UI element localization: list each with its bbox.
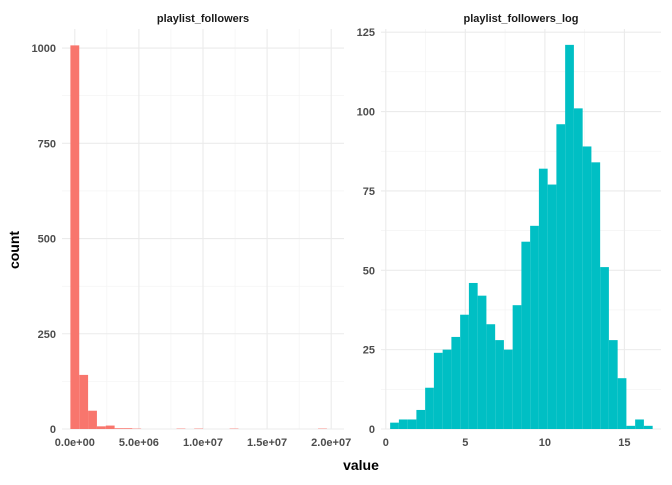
y-tick-label: 75: [363, 186, 375, 198]
histogram-bar: [443, 350, 452, 429]
histogram-bar: [97, 426, 106, 429]
y-tick-label: 0: [50, 424, 56, 436]
histogram-bar: [115, 428, 124, 429]
histogram-bar: [416, 410, 425, 429]
x-tick-label: 0: [383, 437, 389, 449]
panel-title: playlist_followers_log: [464, 13, 579, 25]
y-tick-label: 0: [369, 424, 375, 436]
histogram-bar: [583, 146, 592, 429]
histogram-bar: [626, 426, 635, 429]
histogram-bar: [88, 411, 97, 429]
x-tick-label: 10: [539, 437, 551, 449]
panel-playlist-followers-log: playlist_followers_log 0 25 50 75 100 125 0 5 10 1…: [357, 13, 661, 449]
histogram-bar: [513, 305, 522, 429]
x-tick-label: 2.0e+07: [311, 437, 351, 449]
histogram-bar: [521, 242, 530, 429]
histogram-bar: [460, 315, 469, 429]
panel-playlist-followers: playlist_followers 0 250 500 750 1000 0.0e+00 5…: [32, 13, 352, 449]
histogram-bar: [618, 378, 627, 429]
y-tick-label: 500: [38, 234, 56, 246]
panel-title: playlist_followers: [157, 13, 249, 25]
y-tick-label: 25: [363, 345, 375, 357]
histogram-bar: [609, 340, 618, 429]
histogram-bar: [451, 337, 460, 429]
x-axis-title: value: [343, 457, 379, 473]
histogram-bar: [425, 388, 434, 429]
histogram-bar: [70, 45, 79, 429]
histogram-bar: [79, 375, 88, 429]
histogram-bar: [478, 296, 487, 429]
histogram-bar: [539, 169, 548, 429]
histogram-bar: [548, 185, 557, 429]
histogram-bar: [434, 353, 443, 429]
y-tick-label: 125: [357, 27, 375, 39]
y-tick-label: 50: [363, 265, 375, 277]
histogram-bar: [644, 426, 653, 429]
histogram-bar: [556, 124, 565, 429]
y-tick-label: 750: [38, 138, 56, 150]
histogram-bar: [390, 423, 399, 429]
x-tick-label: 0.0e+00: [55, 437, 95, 449]
histogram-bar: [530, 226, 539, 429]
histogram-bar: [399, 419, 408, 429]
histogram-bar: [106, 426, 115, 429]
x-tick-label: 1.5e+07: [247, 437, 287, 449]
histogram-bar: [469, 283, 478, 429]
x-tick-label: 1.0e+07: [183, 437, 223, 449]
y-tick-label: 100: [357, 107, 375, 119]
histogram-bar: [565, 45, 574, 429]
histogram-bar: [495, 340, 504, 429]
histogram-bar: [600, 267, 609, 429]
y-tick-label: 1000: [32, 43, 56, 55]
x-tick-label: 15: [618, 437, 630, 449]
histogram-bar: [574, 108, 583, 429]
x-tick-label: 5.0e+06: [119, 437, 159, 449]
histogram-bar: [504, 350, 513, 429]
x-tick-label: 5: [462, 437, 468, 449]
histogram-bar: [486, 324, 495, 429]
histogram-bar: [591, 162, 600, 429]
y-axis-title: count: [6, 231, 22, 269]
histogram-bar: [123, 428, 132, 429]
histogram-bar: [635, 419, 644, 429]
histogram-bar: [408, 419, 417, 429]
y-tick-label: 250: [38, 329, 56, 341]
